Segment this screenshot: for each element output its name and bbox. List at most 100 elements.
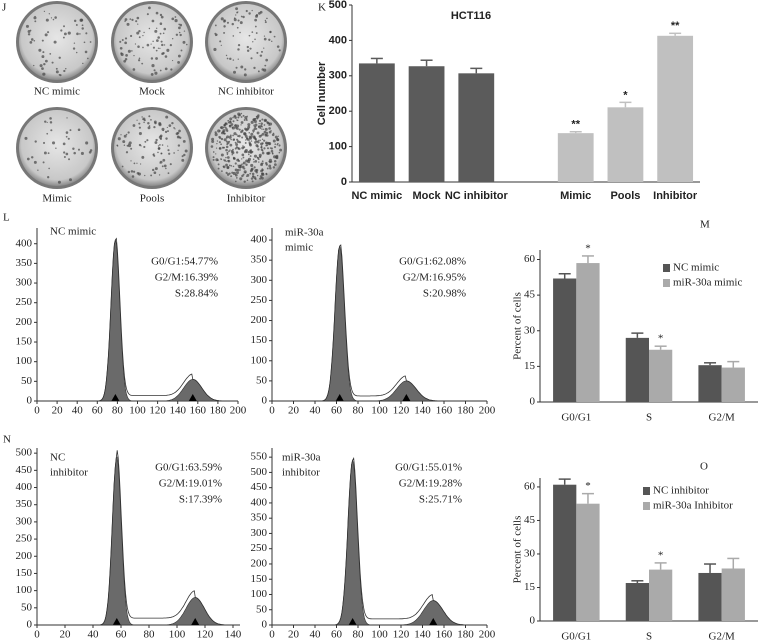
colony <box>27 33 31 36</box>
colony <box>278 144 281 147</box>
colony <box>218 141 221 144</box>
colony <box>29 29 32 32</box>
colony <box>166 48 170 52</box>
y-tick-label: 300 <box>16 277 33 289</box>
colony <box>127 170 131 174</box>
colony <box>85 141 89 145</box>
y-tick-label: 30 <box>524 548 536 560</box>
colony <box>227 119 230 122</box>
colony <box>57 180 61 184</box>
colony <box>42 72 46 76</box>
colony <box>84 50 88 54</box>
colony <box>257 148 260 151</box>
colony <box>81 24 84 27</box>
dish-inner <box>19 4 95 80</box>
colony <box>163 44 166 46</box>
colony <box>171 121 174 125</box>
colony <box>251 31 254 33</box>
colony <box>150 57 154 60</box>
colony <box>158 135 162 139</box>
colony <box>128 141 132 145</box>
colony <box>250 177 254 180</box>
colony <box>245 9 248 13</box>
colony <box>263 124 266 126</box>
colony <box>137 172 142 176</box>
y-axis-label: Percent of cells <box>512 292 524 360</box>
colony <box>243 132 247 136</box>
colony <box>226 129 229 133</box>
colony <box>173 152 175 154</box>
colony <box>183 30 186 32</box>
colony <box>272 139 276 143</box>
colony <box>254 38 256 41</box>
colony <box>222 165 226 169</box>
colony <box>43 141 46 144</box>
x-tick-label: 180 <box>457 629 474 641</box>
panel-letter: J <box>2 2 7 14</box>
colony <box>68 158 71 161</box>
colony <box>263 35 266 37</box>
colony <box>162 129 164 132</box>
y-axis-label: Percent of cells <box>512 516 524 584</box>
colony <box>157 147 161 150</box>
x-tick-label: 0 <box>269 405 275 417</box>
colony <box>123 134 127 138</box>
colony <box>51 141 56 145</box>
colony <box>185 43 188 46</box>
colony <box>54 16 57 19</box>
x-tick-label: 140 <box>414 629 431 641</box>
colony <box>233 138 235 141</box>
colony <box>42 51 45 54</box>
colony <box>255 171 258 174</box>
colony <box>216 140 219 142</box>
colony <box>272 166 276 169</box>
colony <box>180 49 183 52</box>
colony <box>244 127 247 131</box>
colony <box>125 54 128 57</box>
colony <box>250 120 254 124</box>
x-tick-label: 180 <box>210 405 227 417</box>
colony <box>235 66 238 69</box>
colony <box>166 126 168 129</box>
colony <box>254 18 258 22</box>
colony <box>77 148 81 151</box>
x-tick-label: 20 <box>60 629 72 641</box>
colony <box>234 124 237 127</box>
colony <box>253 136 257 140</box>
colony <box>240 116 243 118</box>
colony <box>164 67 168 71</box>
colony <box>258 125 260 128</box>
colony <box>247 150 251 154</box>
colony <box>260 163 264 167</box>
colony <box>253 125 255 127</box>
colony <box>251 9 253 12</box>
colony <box>141 116 143 118</box>
x-tick-label: 40 <box>310 405 322 417</box>
colony <box>220 158 223 161</box>
colony <box>146 139 149 142</box>
colony <box>220 17 224 21</box>
y-tick-label: 45 <box>524 514 536 526</box>
colony <box>246 173 250 177</box>
colony <box>147 126 151 130</box>
colony <box>143 31 145 34</box>
colony <box>249 169 253 173</box>
legend-label: miR-30a Inhibitor <box>653 500 733 512</box>
colony <box>267 151 271 155</box>
x-tick-label: NC inhibitor <box>445 190 509 202</box>
colony <box>254 160 258 163</box>
colony <box>148 115 151 118</box>
x-tick-label: 60 <box>92 405 104 417</box>
bar <box>625 583 649 621</box>
colony <box>217 167 220 170</box>
colony <box>158 174 161 176</box>
colony <box>235 151 239 154</box>
x-tick-label: Mock <box>413 190 442 202</box>
colony <box>175 33 179 36</box>
y-tick-label: 200 <box>251 314 268 326</box>
y-tick-label: 300 <box>251 274 268 286</box>
x-tick-label: G2/M <box>709 412 736 424</box>
colony <box>214 131 217 134</box>
colony <box>151 64 155 68</box>
colony <box>256 131 260 135</box>
